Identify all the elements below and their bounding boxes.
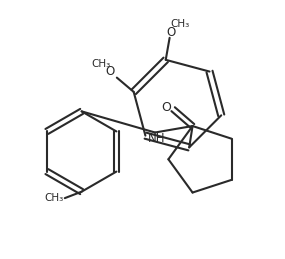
Text: O: O	[166, 26, 176, 39]
Text: O: O	[162, 102, 172, 114]
Text: O: O	[106, 66, 115, 78]
Text: CH₃: CH₃	[91, 59, 110, 69]
Text: CH₃: CH₃	[44, 193, 64, 203]
Text: NH: NH	[148, 133, 165, 146]
Text: CH₃: CH₃	[171, 19, 190, 29]
